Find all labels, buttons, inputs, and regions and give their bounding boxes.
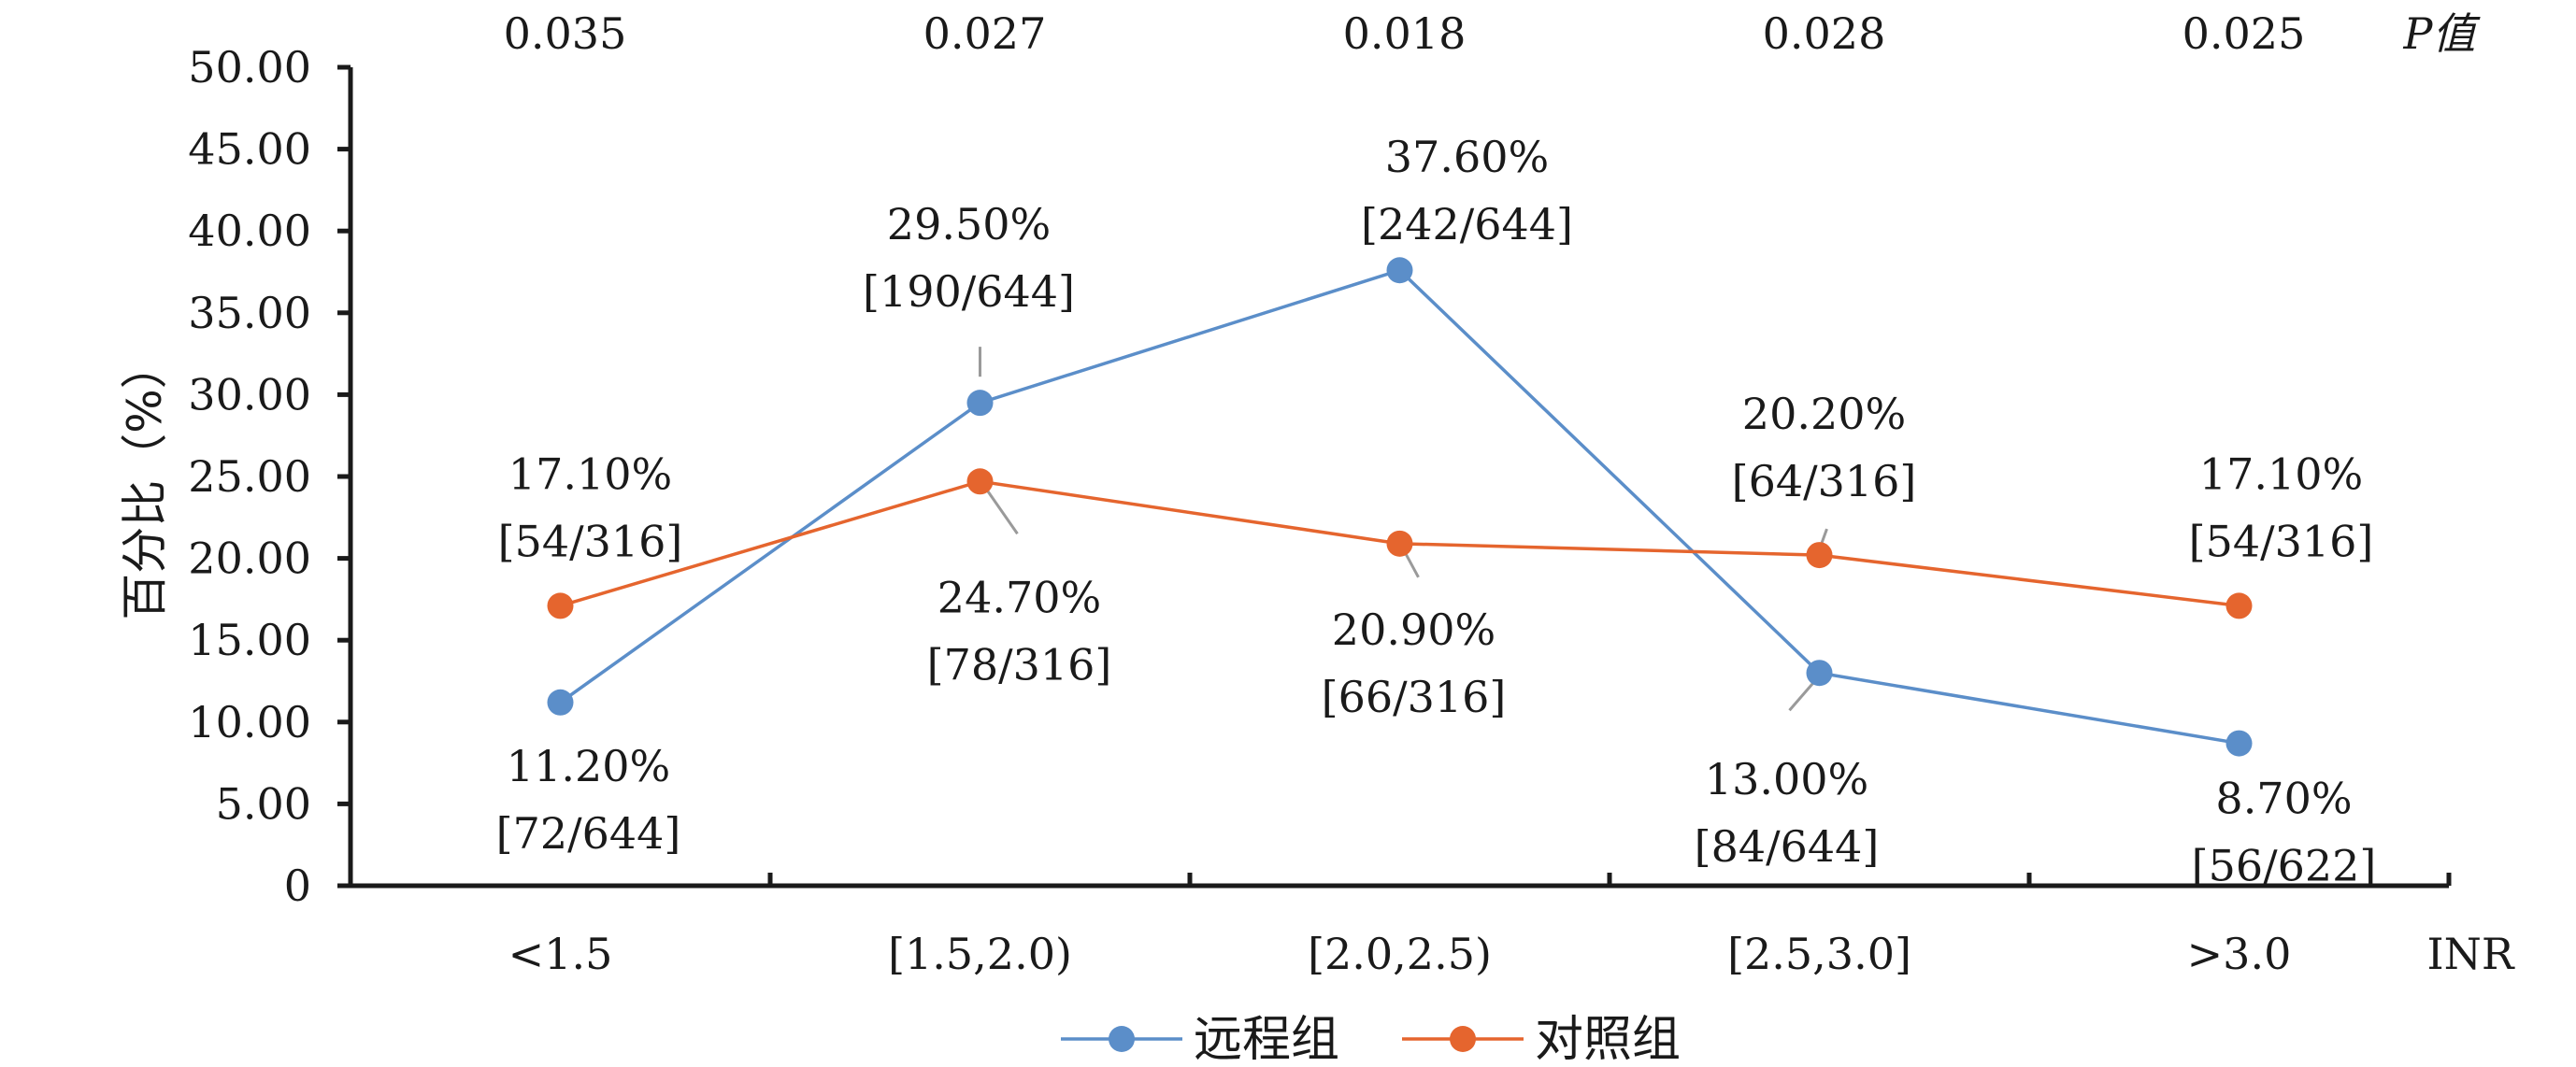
data-label-count: [54/316] xyxy=(498,516,683,566)
legend-label-2: 对照组 xyxy=(1535,1012,1681,1067)
data-point-series-1 xyxy=(2225,730,2253,757)
data-label-percent: 20.20% xyxy=(1742,389,1906,439)
x-tick-label: [1.5,2.0) xyxy=(888,929,1072,979)
series-lines xyxy=(547,257,2253,757)
data-label-percent: 24.70% xyxy=(937,572,1101,622)
data-point-series-2 xyxy=(2225,592,2253,619)
y-tick-label: 10.00 xyxy=(188,697,311,747)
data-label-percent: 17.10% xyxy=(2199,448,2363,499)
p-value: 0.027 xyxy=(923,8,1047,59)
legend-marker-2 xyxy=(1450,1026,1476,1052)
y-tick-label: 25.00 xyxy=(188,451,311,502)
data-labels: 11.20% [72/644] 29.50% [190/644] 37.60% [242/… xyxy=(496,132,2377,890)
leader-line xyxy=(986,490,1019,535)
p-value: 0.028 xyxy=(1763,8,1886,59)
data-label-percent: 17.10% xyxy=(508,448,672,499)
data-label-percent: 29.50% xyxy=(887,199,1051,249)
legend-marker-1 xyxy=(1109,1026,1135,1052)
data-point-series-1 xyxy=(1806,660,1833,687)
data-point-series-2 xyxy=(1806,542,1833,569)
data-point-series-2 xyxy=(966,468,994,495)
data-label-count: [54/316] xyxy=(2189,516,2374,566)
data-label-count: [84/644] xyxy=(1695,821,1880,872)
data-label-percent: 8.70% xyxy=(2215,774,2352,824)
data-label-count: [66/316] xyxy=(1322,672,1507,722)
legend-label-1: 远程组 xyxy=(1194,1012,1339,1067)
p-value: 0.035 xyxy=(504,8,627,59)
leader-line xyxy=(1788,681,1815,712)
data-point-series-2 xyxy=(547,592,574,619)
data-label-count: [56/622] xyxy=(2192,841,2377,891)
data-label-percent: 37.60% xyxy=(1385,132,1549,182)
x-tick-label: <1.5 xyxy=(508,929,613,979)
data-label-percent: 13.00% xyxy=(1705,754,1868,804)
p-value: 0.018 xyxy=(1343,8,1467,59)
x-tick-label: [2.5,3.0] xyxy=(1727,929,1911,979)
x-tick-label: [2.0,2.5) xyxy=(1308,929,1492,979)
data-label-percent: 11.20% xyxy=(507,741,670,791)
data-point-series-1 xyxy=(1386,257,1413,284)
data-label-percent: 20.90% xyxy=(1332,605,1496,655)
p-value: 0.025 xyxy=(2182,8,2306,59)
x-tick-label: >3.0 xyxy=(2187,929,2292,979)
y-tick-label: 40.00 xyxy=(188,206,311,256)
legend: 远程组 对照组 xyxy=(1061,1012,1681,1067)
y-tick-label: 45.00 xyxy=(188,124,311,175)
y-tick-label: 30.00 xyxy=(188,369,311,420)
data-label-count: [72/644] xyxy=(496,808,681,859)
y-tick-label: 0 xyxy=(284,861,311,911)
x-axis-ticks: <1.5 [1.5,2.0) [2.0,2.5) [2.5,3.0] >3.0 xyxy=(508,873,2452,979)
data-point-series-1 xyxy=(966,390,994,417)
y-axis-title: 百分比（%） xyxy=(118,342,172,620)
y-tick-label: 35.00 xyxy=(188,288,311,338)
data-label-count: [78/316] xyxy=(927,639,1112,690)
y-axis-ticks: 0 5.00 10.00 15.00 20.00 25.00 30.00 35.00 40.00… xyxy=(188,42,351,911)
data-label-count: [190/644] xyxy=(863,266,1075,317)
p-value-row: 0.035 0.027 0.018 0.028 0.025 xyxy=(504,8,2306,59)
data-point-series-1 xyxy=(547,689,574,716)
data-label-count: [64/316] xyxy=(1732,456,1917,506)
data-point-series-2 xyxy=(1386,530,1413,557)
y-tick-label: 20.00 xyxy=(188,534,311,584)
data-label-count: [242/644] xyxy=(1361,199,1573,249)
y-tick-label: 15.00 xyxy=(188,615,311,665)
y-tick-label: 50.00 xyxy=(188,42,311,92)
x-axis-title: INR xyxy=(2426,929,2514,979)
p-value-header: P值 xyxy=(2403,8,2482,59)
leader-line xyxy=(1404,552,1420,578)
y-tick-label: 5.00 xyxy=(216,778,311,829)
